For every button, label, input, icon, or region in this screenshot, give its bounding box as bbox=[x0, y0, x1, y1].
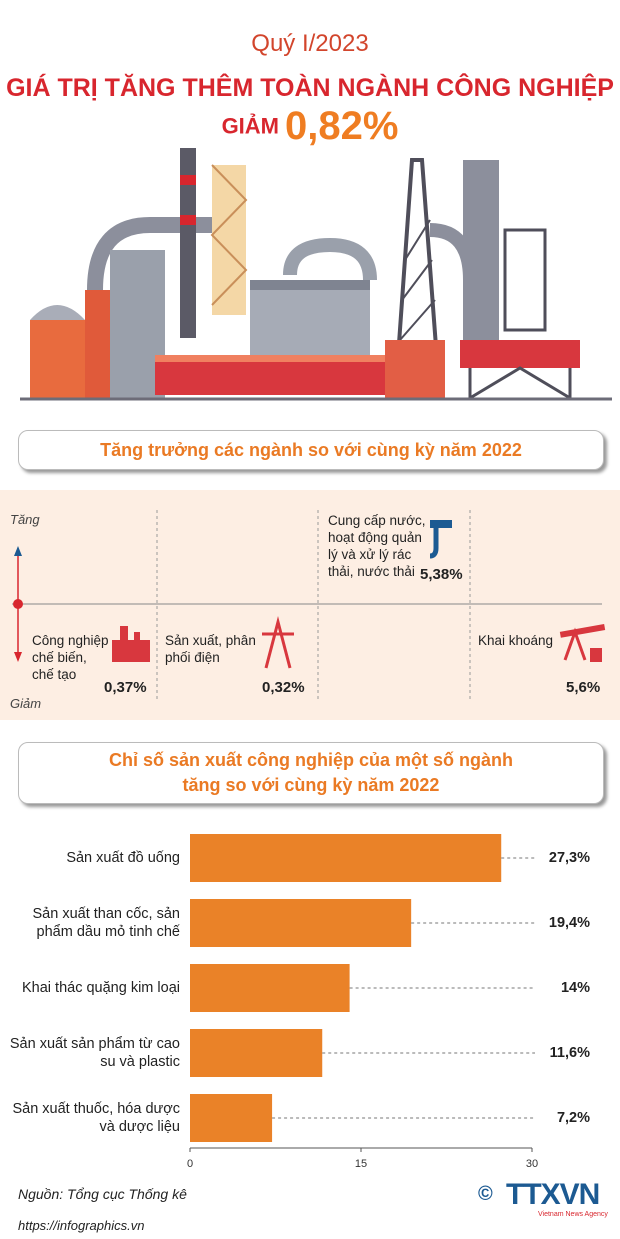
bar bbox=[190, 834, 502, 882]
chart-title: Chỉ số sản xuất công nghiệp của một số n… bbox=[108, 750, 514, 795]
x-tick-label: 30 bbox=[526, 1158, 538, 1170]
sector-value: 5,6% bbox=[566, 679, 601, 696]
up-label: Tăng bbox=[10, 512, 40, 527]
dividers bbox=[156, 510, 471, 700]
illustration bbox=[20, 148, 612, 401]
sector-name: Sản xuất, phân phối điện bbox=[165, 633, 256, 665]
value-label: 11,6% bbox=[550, 1045, 590, 1061]
period: Quý I/2023 bbox=[251, 30, 369, 57]
sector-name: Công nghiệp chế biến, chế tạo bbox=[32, 633, 109, 682]
sector-name: Cung cấp nước, hoạt động quản lý và xử l… bbox=[328, 513, 426, 579]
category-label: Sản xuất sản phẩm từ cao su và plastic bbox=[9, 1036, 180, 1070]
icons bbox=[112, 520, 606, 669]
sector-value: 0,32% bbox=[262, 679, 305, 696]
category-label: Sản xuất thuốc, hóa dược và dược liệu bbox=[12, 1101, 180, 1135]
value-label: 19,4% bbox=[549, 915, 590, 931]
category-label: Sản xuất than cốc, sản phẩm dầu mỏ tinh … bbox=[32, 906, 180, 940]
arrow-up bbox=[14, 546, 22, 556]
bar bbox=[190, 1094, 273, 1142]
sector-value: 0,37% bbox=[104, 679, 147, 696]
arrow-origin bbox=[13, 599, 23, 609]
copyright: © bbox=[478, 1183, 493, 1205]
arrow-down bbox=[14, 652, 22, 662]
decrease-value: 0,82% bbox=[285, 104, 399, 148]
source: Nguồn: Tổng cục Thống kê bbox=[18, 1186, 187, 1202]
section-background bbox=[0, 490, 620, 720]
category-label: Sản xuất đồ uống bbox=[66, 850, 180, 866]
title: GIÁ TRỊ TĂNG THÊM TOÀN NGÀNH CÔNG NGHIỆP bbox=[6, 74, 614, 102]
url: https://infographics.vn bbox=[18, 1218, 145, 1233]
value-label: 14% bbox=[561, 980, 590, 996]
value-label: 7,2% bbox=[557, 1110, 590, 1126]
logo-subtitle: Vietnam News Agency bbox=[538, 1211, 608, 1218]
sector-value: 5,38% bbox=[420, 566, 463, 583]
value-label: 27,3% bbox=[549, 850, 590, 866]
bar bbox=[190, 899, 412, 947]
bar bbox=[190, 1029, 323, 1077]
logo: TTXVN bbox=[506, 1178, 600, 1211]
decrease: GIẢM 0,82% bbox=[0, 104, 620, 149]
section-heading: Tăng trưởng các ngành so với cùng kỳ năm… bbox=[18, 430, 604, 470]
x-tick-label: 0 bbox=[187, 1158, 193, 1170]
bar bbox=[190, 964, 350, 1012]
decrease-label: GIẢM bbox=[221, 113, 280, 139]
category-label: Khai thác quặng kim loại bbox=[22, 980, 180, 996]
x-tick-label: 15 bbox=[355, 1158, 367, 1170]
chart-title-box: Chỉ số sản xuất công nghiệp của một số n… bbox=[18, 742, 604, 804]
down-label: Giảm bbox=[10, 696, 42, 711]
sector-name: Khai khoáng bbox=[478, 633, 554, 648]
